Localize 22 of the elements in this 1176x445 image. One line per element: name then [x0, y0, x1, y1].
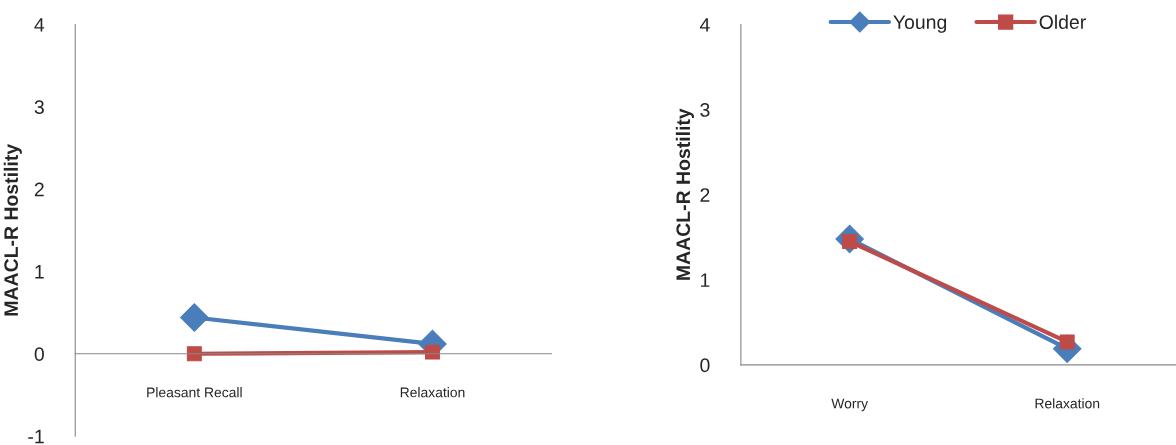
y-tick-label: 0 — [700, 358, 710, 373]
y-tick-label: -1 — [28, 429, 44, 444]
point — [186, 346, 202, 362]
y-axis-title: MAACL-R Hostility — [3, 143, 22, 316]
x-tick-label: Relaxation — [1035, 398, 1100, 409]
legend-label: Older — [1039, 14, 1086, 30]
y-axis-title: MAACL-R Hostility — [675, 108, 694, 280]
y-tick-label: 2 — [700, 188, 710, 202]
y-tick-label: 1 — [35, 265, 44, 279]
y-tick-label: 4 — [699, 18, 710, 32]
y-tick-label: 0 — [34, 347, 44, 362]
point — [180, 303, 209, 332]
x-tick-label: Relaxation — [400, 387, 465, 398]
y-tick-label: 2 — [34, 182, 44, 197]
x-tick-label: Pleasant Recall — [147, 387, 242, 398]
y-tick-label: 4 — [34, 18, 45, 32]
x-tick-label: Worry — [831, 398, 869, 412]
legend-label: Young — [893, 15, 947, 33]
y-tick-label: 1 — [700, 273, 710, 287]
y-tick-label: 3 — [700, 103, 710, 117]
y-tick-label: 3 — [34, 100, 44, 115]
point — [425, 344, 440, 360]
